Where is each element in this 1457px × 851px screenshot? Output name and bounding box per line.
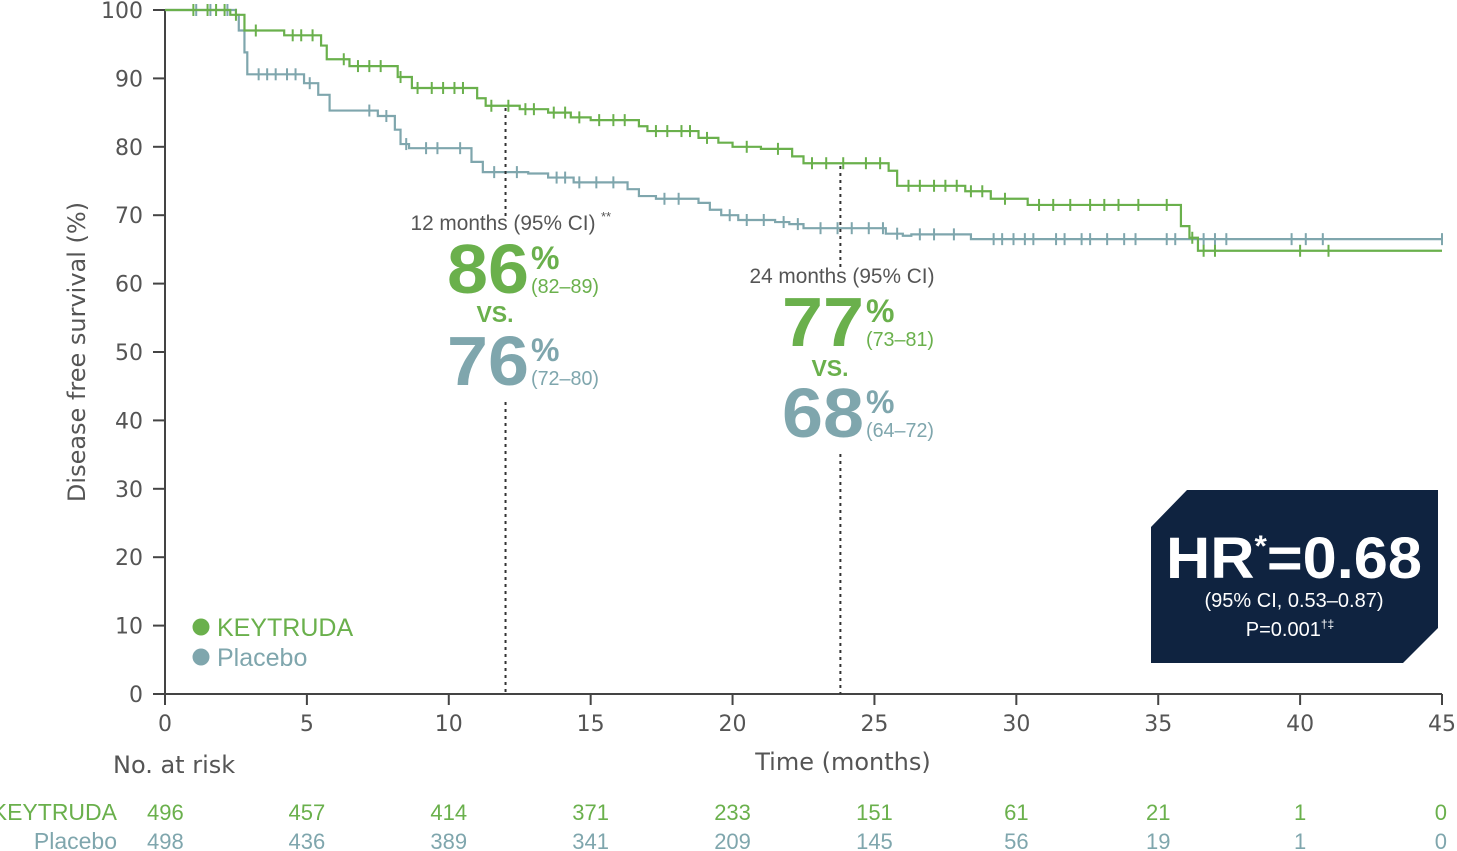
risk-count: 0	[1435, 829, 1447, 851]
hr-p-value: P=0.001†‡	[1246, 617, 1334, 641]
x-tick-label: 0	[158, 712, 172, 737]
risk-count: 498	[147, 829, 184, 851]
risk-table-title: No. at risk	[113, 751, 235, 779]
risk-count: 436	[289, 829, 326, 851]
x-tick-label: 30	[1002, 712, 1030, 737]
keytruda-rate-value: 86	[447, 230, 529, 308]
legend-label-keytruda: KEYTRUDA	[217, 614, 353, 642]
risk-count: 0	[1435, 800, 1447, 825]
keytruda-ci: (82–89)	[531, 276, 599, 298]
placebo-rate-value: 68	[782, 374, 864, 452]
risk-count: 457	[289, 800, 326, 825]
y-tick-label: 20	[115, 546, 143, 571]
risk-count: 1	[1294, 800, 1306, 825]
placebo-ci: (72–80)	[531, 368, 599, 390]
x-tick-label: 15	[577, 712, 605, 737]
y-tick-label: 0	[129, 683, 143, 708]
risk-count: 233	[714, 800, 751, 825]
y-tick-label: 10	[115, 615, 143, 640]
x-tick-label: 25	[860, 712, 888, 737]
risk-count: 151	[856, 800, 893, 825]
risk-count: 61	[1004, 800, 1028, 825]
landmark-label: 12 months (95% CI)	[411, 212, 596, 235]
y-tick-label: 70	[115, 204, 143, 229]
y-axis-title: Disease free survival (%)	[63, 202, 91, 502]
y-tick-label: 50	[115, 341, 143, 366]
risk-table: No. at risk KEYTRUDA 496 457 414 371 233 151 61 2…	[0, 751, 1447, 851]
x-tick-label: 5	[300, 712, 314, 737]
survival-curves	[165, 4, 1443, 257]
y-tick-label: 30	[115, 478, 143, 503]
axes: 0 10 20 30 40 50 60 70 80 90 100 0 5 10 15 20 25 30 35 40 45…	[63, 0, 1456, 776]
y-tick-label: 90	[115, 67, 143, 92]
risk-count: 371	[572, 800, 609, 825]
keytruda-ci: (73–81)	[866, 329, 934, 351]
y-tick-label: 40	[115, 409, 143, 434]
legend-marker-placebo	[192, 648, 210, 666]
x-tick-label: 20	[719, 712, 747, 737]
placebo-ci: (64–72)	[866, 420, 934, 442]
risk-count: 496	[147, 800, 184, 825]
legend-label-placebo: Placebo	[217, 644, 307, 672]
risk-count: 19	[1146, 829, 1170, 851]
landmark-12-months: 12 months (95% CI) **86 %(82–89)VS.76 %(72–…	[411, 108, 611, 694]
hr-box-background	[1151, 490, 1438, 663]
risk-count: 56	[1004, 829, 1028, 851]
curve-line-placebo	[165, 8, 1442, 241]
y-tick-label: 80	[115, 136, 143, 161]
legend-marker-keytruda	[192, 618, 210, 636]
risk-count: 341	[572, 829, 609, 851]
landmark-24-months: 24 months (95% CI)77 %(73–81)VS.68 %(64–72…	[750, 166, 935, 694]
hr-value: HR *=0.68	[1166, 526, 1422, 591]
keytruda-percent-sign: %	[866, 293, 894, 329]
landmark-annotations: 12 months (95% CI) **86 %(82–89)VS.76 %(72–…	[411, 108, 935, 694]
x-tick-label: 45	[1428, 712, 1456, 737]
versus-label: VS.	[811, 355, 848, 381]
x-axis-title: Time (months)	[754, 748, 931, 776]
x-tick-label: 10	[435, 712, 463, 737]
keytruda-percent-sign: %	[531, 240, 559, 276]
y-tick-label: 100	[101, 0, 143, 24]
placebo-rate-value: 76	[447, 322, 529, 400]
risk-count: 1	[1294, 829, 1306, 851]
versus-label: VS.	[476, 301, 513, 327]
series-keytruda	[165, 4, 1442, 257]
y-tick-label: 60	[115, 273, 143, 298]
landmark-label-footnote: **	[601, 209, 611, 224]
risk-count: 209	[714, 829, 751, 851]
placebo-percent-sign: %	[866, 384, 894, 420]
x-tick-label: 35	[1144, 712, 1172, 737]
risk-count: 389	[430, 829, 467, 851]
hr-ci: (95% CI, 0.53–0.87)	[1205, 590, 1384, 612]
placebo-percent-sign: %	[531, 332, 559, 368]
landmark-label: 24 months (95% CI)	[750, 265, 935, 288]
keytruda-rate-value: 77	[782, 283, 864, 361]
risk-count: 414	[430, 800, 467, 825]
hazard-ratio-box: HR *=0.68(95% CI, 0.53–0.87) P=0.001†‡	[1151, 490, 1438, 663]
risk-count: 145	[856, 829, 893, 851]
curve-line-keytruda	[165, 8, 1442, 252]
risk-row-label-keytruda: KEYTRUDA	[0, 799, 118, 825]
risk-row-label-placebo: Placebo	[34, 828, 117, 851]
x-tick-label: 40	[1286, 712, 1314, 737]
risk-count: 21	[1146, 800, 1170, 825]
series-placebo	[165, 4, 1443, 246]
